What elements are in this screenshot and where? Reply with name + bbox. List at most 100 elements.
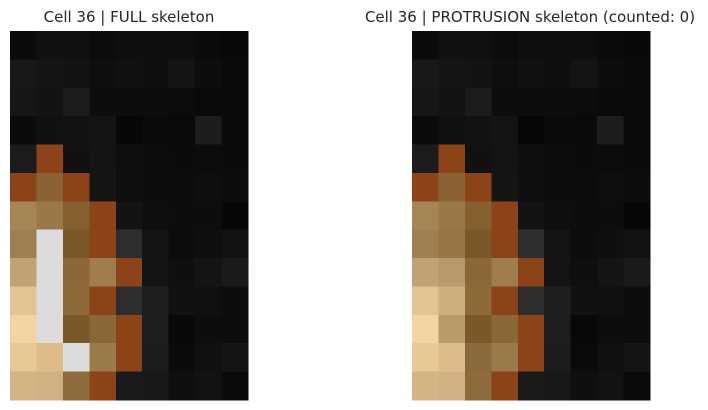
heatmap-cell <box>623 31 651 60</box>
heatmap-cell <box>597 314 625 344</box>
heatmap-cell <box>168 172 196 202</box>
heatmap-cell <box>62 286 90 316</box>
heatmap-cell <box>464 59 492 89</box>
heatmap-cell <box>597 87 625 117</box>
heatmap-cell <box>491 258 519 287</box>
heatmap-cell <box>36 144 64 174</box>
heatmap-cell <box>115 116 143 146</box>
heatmap-cell <box>195 144 223 174</box>
heatmap-cell <box>412 343 439 373</box>
heatmap-cell <box>491 286 519 316</box>
heatmap-cell <box>36 343 64 373</box>
panel-title-full: Cell 36 | FULL skeleton <box>44 8 215 26</box>
heatmap-cell <box>10 286 37 316</box>
heatmap-cell <box>570 371 598 401</box>
heatmap-cell <box>36 116 64 146</box>
heatmap-cell <box>36 87 64 117</box>
heatmap-cell <box>517 31 545 60</box>
heatmap-cell <box>517 229 545 259</box>
heatmap-cell <box>142 87 170 117</box>
heatmap-cell <box>438 371 466 401</box>
heatmap-cell <box>544 201 572 231</box>
heatmap-cell <box>438 59 466 89</box>
heatmap-cell <box>517 87 545 117</box>
heatmap-cell <box>115 229 143 259</box>
heatmap-cell <box>89 144 117 174</box>
heatmap-cell <box>412 31 439 60</box>
heatmap-cell <box>89 371 117 401</box>
heatmap-cell <box>195 116 223 146</box>
heatmap-cell <box>62 31 90 60</box>
heatmap-cell <box>597 31 625 60</box>
heatmap-cell <box>62 371 90 401</box>
heatmap-cell <box>597 59 625 89</box>
heatmap-cell <box>544 371 572 401</box>
heatmap-cell <box>115 144 143 174</box>
heatmap-cell <box>544 343 572 373</box>
heatmap-cell <box>464 31 492 60</box>
heatmap-cell <box>142 229 170 259</box>
heatmap-cell <box>168 31 196 60</box>
heatmap-cell <box>570 116 598 146</box>
heatmap-cell <box>115 59 143 89</box>
heatmap-cell <box>464 314 492 344</box>
heatmap-cell <box>36 31 64 60</box>
heatmap-cell <box>115 258 143 287</box>
heatmap-cell <box>10 116 37 146</box>
heatmap-cell <box>544 87 572 117</box>
heatmap-cell <box>168 314 196 344</box>
heatmap-cell <box>570 343 598 373</box>
heatmap-cell <box>221 116 249 146</box>
heatmap-cell <box>195 59 223 89</box>
heatmap-cell <box>438 87 466 117</box>
heatmap-cell <box>412 314 439 344</box>
heatmap-cell <box>62 201 90 231</box>
heatmap-cell <box>597 343 625 373</box>
heatmap-cell <box>168 116 196 146</box>
heatmap-cell <box>62 314 90 344</box>
heatmap-cell <box>623 314 651 344</box>
heatmap-cell <box>570 258 598 287</box>
heatmap-cell <box>412 286 439 316</box>
heatmap-cell <box>438 31 466 60</box>
heatmap-cell <box>221 286 249 316</box>
heatmap-cell <box>597 144 625 174</box>
heatmap-cell <box>544 229 572 259</box>
heatmap-cell <box>195 286 223 316</box>
heatmap-cell <box>62 343 90 373</box>
heatmap-cell <box>464 116 492 146</box>
heatmap-cell <box>195 229 223 259</box>
heatmap-cell <box>142 31 170 60</box>
heatmap-cell <box>142 172 170 202</box>
heatmap-cell <box>570 144 598 174</box>
heatmap-cell <box>89 314 117 344</box>
heatmap-cell <box>597 286 625 316</box>
heatmap-cell <box>623 201 651 231</box>
heatmap-cell <box>10 229 37 259</box>
heatmap-cell <box>438 286 466 316</box>
heatmap-cell <box>221 144 249 174</box>
heatmap-cell <box>623 59 651 89</box>
heatmap-cell <box>168 343 196 373</box>
heatmap-cell <box>597 229 625 259</box>
heatmap-cell <box>89 229 117 259</box>
heatmap-cell <box>544 258 572 287</box>
heatmap-cell <box>464 144 492 174</box>
heatmap-cell <box>115 286 143 316</box>
heatmap-cell <box>10 314 37 344</box>
heatmap-cell <box>623 286 651 316</box>
heatmap-cell <box>10 31 37 60</box>
heatmap-cell <box>10 258 37 287</box>
heatmap-cell <box>221 87 249 117</box>
heatmap-cell <box>623 258 651 287</box>
heatmap-cell <box>89 59 117 89</box>
heatmap-cell <box>142 201 170 231</box>
heatmap-cell <box>412 201 439 231</box>
heatmap-cell <box>491 314 519 344</box>
heatmap-cell <box>10 144 37 174</box>
heatmap-cell <box>89 116 117 146</box>
heatmap-cell <box>36 371 64 401</box>
heatmap-cell <box>570 229 598 259</box>
heatmap-cell <box>142 144 170 174</box>
